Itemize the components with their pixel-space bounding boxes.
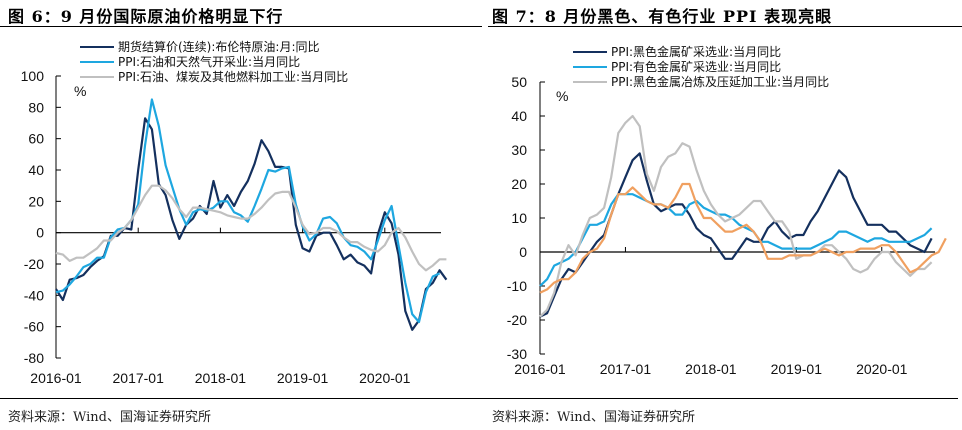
y-tick-label: 40 bbox=[511, 108, 527, 124]
y-tick-label: 0 bbox=[519, 244, 527, 260]
y-tick-label: -30 bbox=[507, 346, 527, 362]
x-tick-label: 2020-01 bbox=[359, 370, 411, 386]
legend-label: PPI:石油、煤炭及其他燃料加工业:当月同比 bbox=[118, 69, 348, 84]
right-source-note: 资料来源：Wind、国海证券研究所 bbox=[492, 410, 695, 425]
y-tick-label: 80 bbox=[28, 99, 44, 115]
y-tick-label: 100 bbox=[21, 68, 45, 84]
legend-label: PPI:石油和天然气开采业:当月同比 bbox=[118, 54, 300, 69]
y-tick-label: -40 bbox=[24, 287, 44, 303]
left-chart: -80 -60 -40 -20 0 20 40 60 80 100 2016-01 2017-01 20… bbox=[21, 39, 448, 386]
x-tick-label: 2017-01 bbox=[113, 370, 165, 386]
y-tick-label: -20 bbox=[507, 312, 527, 328]
x-tick-label: 2016-01 bbox=[30, 370, 82, 386]
y-tick-label: 30 bbox=[511, 142, 527, 158]
series-line-2 bbox=[55, 98, 441, 324]
legend-label: PPI:黑色金属冶炼及压延加工业:当月同比 bbox=[611, 74, 829, 89]
series-line-3 bbox=[539, 114, 933, 318]
right-title-rule bbox=[488, 26, 962, 27]
y-tick-label: -60 bbox=[24, 319, 44, 335]
y-tick-label: -80 bbox=[24, 350, 44, 366]
unit-label: % bbox=[74, 83, 86, 99]
x-tick-label: 2018-01 bbox=[685, 361, 737, 377]
series-line-1 bbox=[55, 117, 448, 331]
y-tick-label: -20 bbox=[24, 256, 44, 272]
right-chart-title: 图 7：8 月份黑色、有色行业 PPI 表现亮眼 bbox=[492, 7, 833, 26]
series-line-2 bbox=[539, 193, 933, 287]
y-tick-label: 40 bbox=[28, 162, 44, 178]
x-tick-label: 2018-01 bbox=[195, 370, 247, 386]
left-chart-title: 图 6：9 月份国际原油价格明显下行 bbox=[8, 7, 284, 26]
y-tick-label: 20 bbox=[28, 193, 44, 209]
series-line-1 bbox=[539, 152, 933, 318]
x-tick-label: 2020-01 bbox=[856, 361, 908, 377]
y-tick-label: 10 bbox=[511, 210, 527, 226]
left-source-note: 资料来源：Wind、国海证券研究所 bbox=[8, 410, 211, 425]
y-tick-label: 0 bbox=[36, 225, 44, 241]
unit-label: % bbox=[556, 88, 568, 104]
y-tick-label: 60 bbox=[28, 131, 44, 147]
series-line-3 bbox=[55, 184, 447, 272]
series-line-4 bbox=[539, 182, 947, 294]
legend-label: 期货结算价(连续):布伦特原油:月:同比 bbox=[118, 39, 320, 54]
y-tick-label: -10 bbox=[507, 278, 527, 294]
legend-label: PPI:有色金属矿采选业:当月同比 bbox=[611, 59, 781, 74]
x-tick-label: 2019-01 bbox=[771, 361, 823, 377]
y-tick-label: 20 bbox=[511, 176, 527, 192]
footer-rule bbox=[0, 398, 958, 399]
left-title-rule bbox=[0, 26, 482, 27]
right-chart: -30 -20 -10 0 10 20 30 40 50 2016-01 2017-01 2018-0… bbox=[507, 44, 947, 377]
legend-label: PPI:黑色金属矿采选业:当月同比 bbox=[611, 44, 781, 59]
y-tick-label: 50 bbox=[511, 74, 527, 90]
x-tick-label: 2016-01 bbox=[514, 361, 566, 377]
x-tick-label: 2019-01 bbox=[277, 370, 329, 386]
x-tick-label: 2017-01 bbox=[600, 361, 652, 377]
